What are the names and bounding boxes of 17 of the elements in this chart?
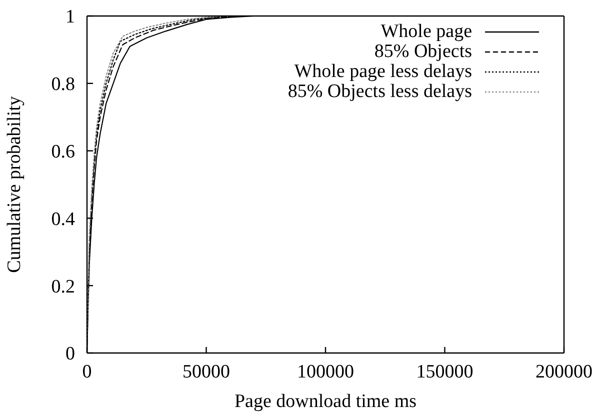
legend-label: 85% Objects — [374, 41, 472, 62]
y-tick-label: 1 — [66, 6, 75, 28]
x-tick-label: 150000 — [416, 361, 474, 382]
y-tick-label: 0.4 — [51, 208, 76, 230]
x-tick-label: 50000 — [182, 361, 230, 382]
x-tick-label: 100000 — [297, 361, 354, 382]
legend-label: Whole page — [380, 21, 472, 42]
legend-label: Whole page less delays — [294, 61, 472, 82]
x-tick-label: 0 — [82, 361, 92, 382]
x-tick-label: 200000 — [536, 361, 592, 382]
y-tick-label: 0 — [66, 344, 75, 365]
y-tick-label: 0.2 — [51, 276, 75, 298]
y-tick-label: 0.8 — [51, 74, 75, 96]
legend-label: 85% Objects less delays — [288, 81, 472, 102]
y-axis-title: Cumulative probability — [4, 96, 25, 273]
y-tick-label: 0.6 — [51, 142, 75, 163]
x-axis-title: Page download time ms — [234, 391, 417, 412]
